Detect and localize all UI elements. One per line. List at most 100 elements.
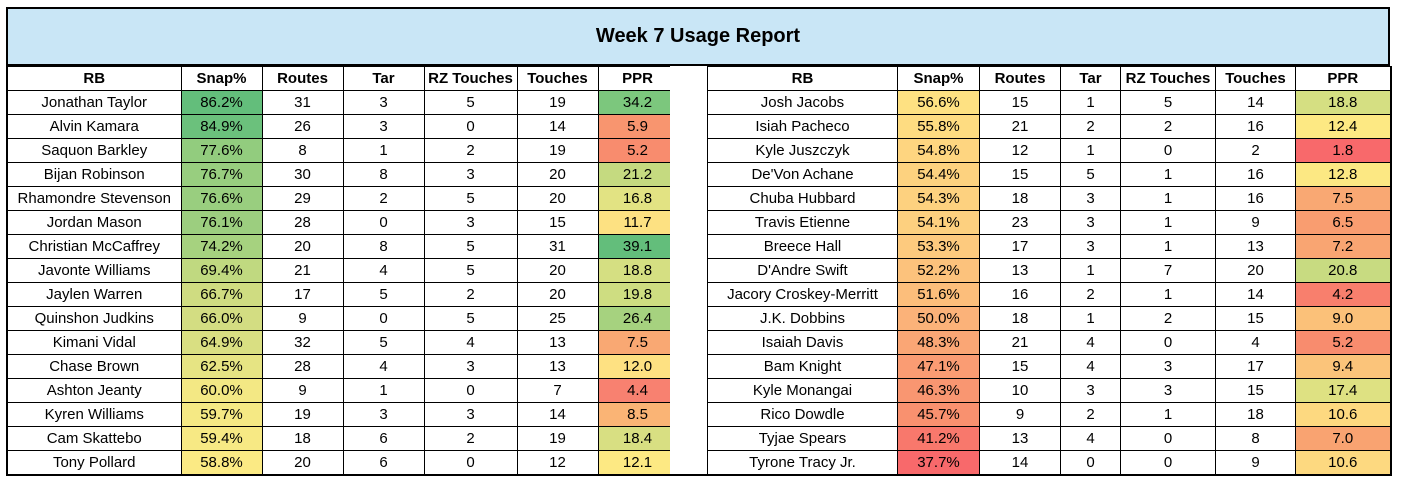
touches-cell: 16	[1215, 114, 1296, 139]
player-name-cell: Josh Jacobs	[707, 90, 898, 115]
snap-pct-cell: 60.0%	[180, 378, 263, 403]
routes-cell: 10	[979, 378, 1061, 403]
rz-touches-cell: 3	[423, 354, 518, 379]
rz-touches-cell: 3	[1120, 354, 1216, 379]
touches-cell: 19	[516, 90, 599, 115]
player-name-cell: Christian McCaffrey	[6, 234, 182, 259]
snap-pct-cell: 76.7%	[180, 162, 263, 187]
player-name-cell: De'Von Achane	[707, 162, 898, 187]
snap-pct-cell: 52.2%	[897, 258, 980, 283]
ppr-cell: 1.8	[1295, 138, 1391, 163]
targets-cell: 1	[342, 378, 425, 403]
player-name-cell: Bam Knight	[707, 354, 898, 379]
rz-touches-cell: 0	[1120, 426, 1216, 451]
table-row: De'Von Achane 54.4% 15 5 1 16 12.8	[707, 162, 1391, 187]
routes-cell: 8	[261, 138, 344, 163]
table-row: Kyle Juszczyk 54.8% 12 1 0 2 1.8	[707, 138, 1391, 163]
targets-cell: 8	[342, 234, 425, 259]
table-row: Tyjae Spears 41.2% 13 4 0 8 7.0	[707, 426, 1391, 451]
player-name-cell: Bijan Robinson	[6, 162, 182, 187]
targets-cell: 4	[342, 354, 425, 379]
snap-pct-cell: 62.5%	[180, 354, 263, 379]
touches-cell: 31	[516, 234, 599, 259]
table-row: Isaiah Davis 48.3% 21 4 0 4 5.2	[707, 330, 1391, 355]
snap-pct-cell: 37.7%	[897, 450, 980, 475]
snap-pct-cell: 51.6%	[897, 282, 980, 307]
ppr-cell: 10.6	[1295, 402, 1391, 427]
routes-cell: 9	[979, 402, 1061, 427]
routes-cell: 13	[979, 426, 1061, 451]
targets-cell: 3	[342, 402, 425, 427]
rz-touches-cell: 3	[423, 162, 518, 187]
rz-touches-cell: 1	[1120, 402, 1216, 427]
targets-cell: 6	[342, 426, 425, 451]
rz-touches-cell: 0	[1120, 450, 1216, 475]
snap-pct-cell: 53.3%	[897, 234, 980, 259]
routes-cell: 18	[261, 426, 344, 451]
snap-pct-cell: 55.8%	[897, 114, 980, 139]
ppr-cell: 17.4	[1295, 378, 1391, 403]
table-row: Christian McCaffrey 74.2% 20 8 5 31 39.1	[6, 234, 678, 259]
rz-touches-cell: 2	[423, 426, 518, 451]
ppr-cell: 18.8	[597, 258, 678, 283]
touches-cell: 15	[1215, 306, 1296, 331]
ppr-cell: 18.8	[1295, 90, 1391, 115]
player-name-cell: Breece Hall	[707, 234, 898, 259]
col-header-touches: Touches	[516, 66, 599, 91]
targets-cell: 4	[342, 258, 425, 283]
touches-cell: 13	[516, 330, 599, 355]
col-header-rb: RB	[707, 66, 898, 91]
targets-cell: 0	[1060, 450, 1121, 475]
table-row: Ashton Jeanty 60.0% 9 1 0 7 4.4	[6, 378, 678, 403]
routes-cell: 32	[261, 330, 344, 355]
touches-cell: 14	[1215, 90, 1296, 115]
player-name-cell: Chuba Hubbard	[707, 186, 898, 211]
table-row: Rhamondre Stevenson 76.6% 29 2 5 20 16.8	[6, 186, 678, 211]
table-row: Rico Dowdle 45.7% 9 2 1 18 10.6	[707, 402, 1391, 427]
table-row: Chase Brown 62.5% 28 4 3 13 12.0	[6, 354, 678, 379]
rz-touches-cell: 5	[423, 234, 518, 259]
table-row: D'Andre Swift 52.2% 13 1 7 20 20.8	[707, 258, 1391, 283]
routes-cell: 18	[979, 306, 1061, 331]
table-row: Javonte Williams 69.4% 21 4 5 20 18.8	[6, 258, 678, 283]
touches-cell: 14	[1215, 282, 1296, 307]
ppr-cell: 11.7	[597, 210, 678, 235]
targets-cell: 2	[1060, 114, 1121, 139]
table-row: Tyrone Tracy Jr. 37.7% 14 0 0 9 10.6	[707, 450, 1391, 475]
routes-cell: 20	[261, 450, 344, 475]
ppr-cell: 4.2	[1295, 282, 1391, 307]
col-header-routes: Routes	[261, 66, 344, 91]
rz-touches-cell: 5	[1120, 90, 1216, 115]
rz-touches-cell: 4	[423, 330, 518, 355]
ppr-cell: 7.2	[1295, 234, 1391, 259]
header-row: RB Snap% Routes Tar RZ Touches Touches P…	[707, 66, 1391, 91]
player-name-cell: Jonathan Taylor	[6, 90, 182, 115]
targets-cell: 1	[1060, 306, 1121, 331]
targets-cell: 6	[342, 450, 425, 475]
player-name-cell: Jordan Mason	[6, 210, 182, 235]
table-row: Travis Etienne 54.1% 23 3 1 9 6.5	[707, 210, 1391, 235]
rz-touches-cell: 2	[423, 282, 518, 307]
targets-cell: 3	[1060, 234, 1121, 259]
col-header-ppr: PPR	[597, 66, 678, 91]
rz-touches-cell: 1	[1120, 210, 1216, 235]
col-header-ppr: PPR	[1295, 66, 1391, 91]
touches-cell: 7	[516, 378, 599, 403]
targets-cell: 2	[1060, 282, 1121, 307]
touches-cell: 19	[516, 138, 599, 163]
snap-pct-cell: 46.3%	[897, 378, 980, 403]
col-header-snap: Snap%	[180, 66, 263, 91]
touches-cell: 16	[1215, 186, 1296, 211]
targets-cell: 2	[1060, 402, 1121, 427]
snap-pct-cell: 47.1%	[897, 354, 980, 379]
snap-pct-cell: 84.9%	[180, 114, 263, 139]
col-header-routes: Routes	[979, 66, 1061, 91]
routes-cell: 18	[979, 186, 1061, 211]
routes-cell: 29	[261, 186, 344, 211]
touches-cell: 20	[516, 258, 599, 283]
rz-touches-cell: 3	[1120, 378, 1216, 403]
touches-cell: 20	[516, 186, 599, 211]
player-name-cell: Tony Pollard	[6, 450, 182, 475]
table-row: Bam Knight 47.1% 15 4 3 17 9.4	[707, 354, 1391, 379]
targets-cell: 0	[342, 210, 425, 235]
